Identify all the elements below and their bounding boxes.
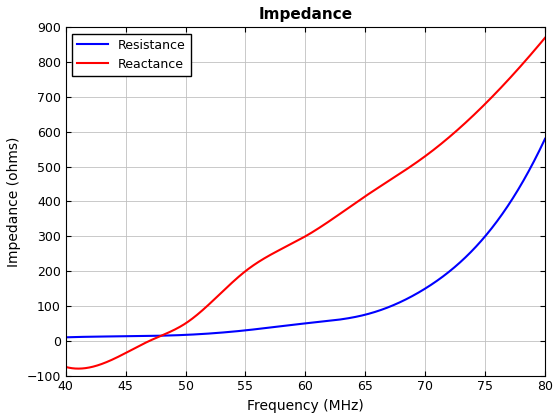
Line: Resistance: Resistance bbox=[66, 139, 545, 337]
Resistance bbox=[542, 136, 548, 141]
Y-axis label: Impedance (ohms): Impedance (ohms) bbox=[7, 136, 21, 267]
Resistance bbox=[445, 270, 451, 275]
Reactance bbox=[75, 366, 82, 371]
Resistance bbox=[391, 302, 398, 307]
Title: Impedance: Impedance bbox=[258, 7, 352, 22]
Reactance bbox=[445, 135, 452, 140]
Legend: Resistance, Reactance: Resistance, Reactance bbox=[72, 34, 191, 76]
X-axis label: Frequency (MHz): Frequency (MHz) bbox=[247, 399, 364, 413]
Reactance bbox=[437, 142, 444, 147]
Reactance bbox=[542, 35, 548, 40]
Reactance bbox=[256, 258, 263, 263]
Reactance bbox=[274, 249, 281, 254]
Resistance bbox=[273, 324, 280, 329]
Reactance bbox=[62, 365, 69, 370]
Resistance bbox=[62, 335, 69, 340]
Reactance bbox=[392, 174, 399, 179]
Resistance bbox=[436, 276, 443, 281]
Line: Reactance: Reactance bbox=[66, 38, 545, 369]
Resistance bbox=[256, 326, 263, 331]
Resistance bbox=[111, 334, 118, 339]
Reactance bbox=[112, 356, 119, 361]
